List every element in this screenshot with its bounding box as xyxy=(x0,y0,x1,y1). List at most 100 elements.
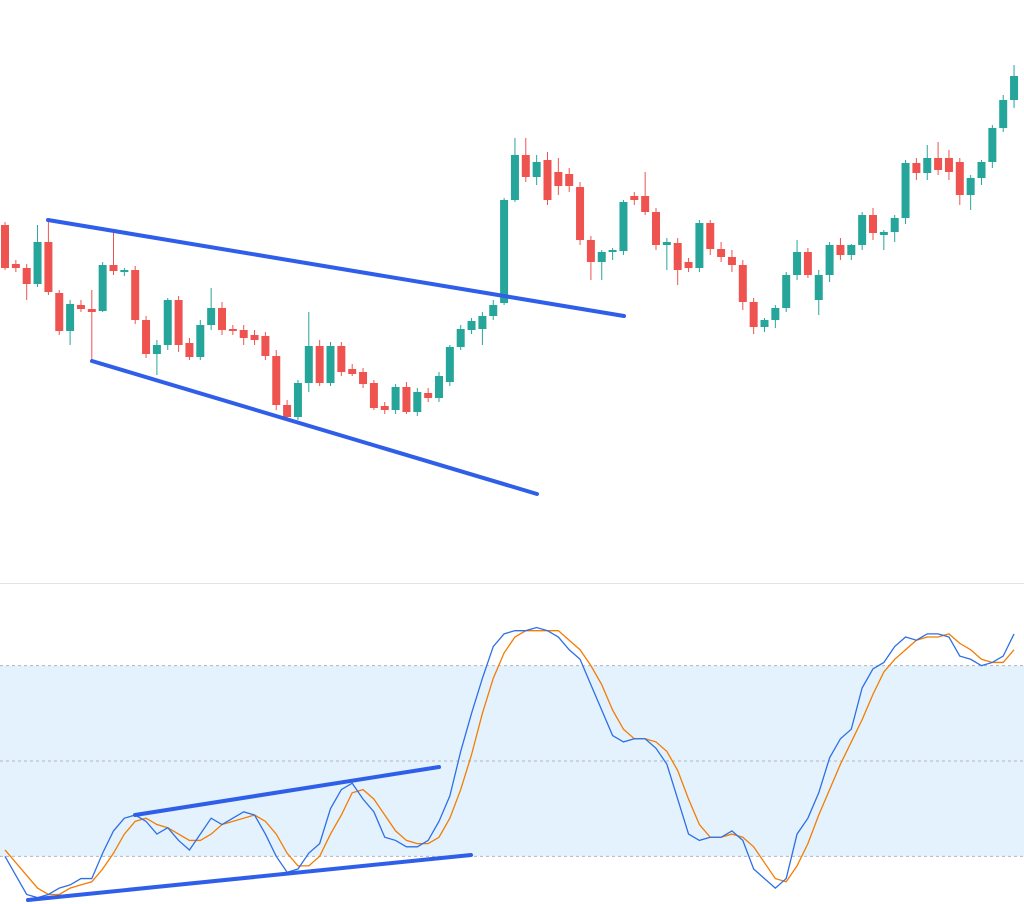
candle-body xyxy=(966,178,975,195)
candle-body xyxy=(55,293,64,331)
candle-body xyxy=(521,155,530,177)
candle-body xyxy=(174,300,183,345)
candle-body xyxy=(467,321,476,330)
candle-body xyxy=(369,383,378,408)
candle-body xyxy=(749,302,758,327)
candle-body xyxy=(858,215,867,245)
candle-body xyxy=(445,347,454,382)
candle-body xyxy=(999,100,1008,128)
candle-body xyxy=(283,405,292,417)
candle-body xyxy=(304,346,313,383)
candle-body xyxy=(152,345,161,354)
candle-body xyxy=(142,320,151,354)
trendline xyxy=(133,765,441,817)
candle-body xyxy=(478,316,487,329)
candle-body xyxy=(510,155,519,200)
candle-body xyxy=(109,265,118,271)
candle-body xyxy=(196,325,205,357)
candle-body xyxy=(934,158,943,170)
candle-body xyxy=(22,268,31,284)
candle-body xyxy=(825,245,834,275)
candle-body xyxy=(163,300,172,345)
candle-body xyxy=(955,162,964,195)
candle-body xyxy=(272,356,281,405)
candle-body xyxy=(608,250,617,252)
candle-body xyxy=(293,383,302,417)
candle-body xyxy=(424,393,433,398)
candle-body xyxy=(391,387,400,410)
oscillator-line xyxy=(4,630,1015,896)
candle-body xyxy=(814,275,823,300)
candle-body xyxy=(652,212,660,245)
candle-body xyxy=(944,158,953,172)
candle-body xyxy=(380,406,389,410)
candle-body xyxy=(33,242,42,284)
candle-body xyxy=(98,265,107,311)
candle-body xyxy=(532,162,541,177)
candle-body xyxy=(185,343,194,357)
oscillator-line xyxy=(4,626,1015,899)
candle-body xyxy=(250,335,259,340)
trendline xyxy=(26,853,473,902)
candle-body xyxy=(500,200,509,303)
candle-body xyxy=(337,346,346,372)
candle-body xyxy=(315,346,324,383)
candle-body xyxy=(630,196,639,200)
candle-body xyxy=(435,376,443,398)
trendline xyxy=(90,359,539,496)
candle-body xyxy=(554,172,563,186)
candle-body xyxy=(662,242,671,245)
candle-body xyxy=(76,305,85,309)
candle-body xyxy=(1,225,9,268)
candle-body xyxy=(695,223,704,268)
candle-body xyxy=(207,308,216,325)
candle-body xyxy=(597,252,606,262)
candle-body xyxy=(131,270,140,320)
candle-body xyxy=(717,249,726,257)
candle-body xyxy=(413,392,422,412)
candle-body xyxy=(836,245,845,255)
candle-body xyxy=(87,309,96,312)
candle-body xyxy=(261,336,270,356)
candle-body xyxy=(869,215,877,233)
candle-body xyxy=(727,257,736,265)
candle-body xyxy=(923,158,932,173)
candle-body xyxy=(901,163,910,218)
candle-body xyxy=(44,242,53,292)
oscillator-panel xyxy=(0,626,1024,899)
price-panel xyxy=(1,65,1019,420)
candle-body xyxy=(890,218,899,232)
candle-body xyxy=(793,252,802,275)
candle-body xyxy=(239,330,248,338)
candle-body xyxy=(706,223,715,249)
candle-body xyxy=(11,264,20,268)
candle-body xyxy=(673,243,682,270)
candle-body xyxy=(684,262,693,268)
candle-body xyxy=(348,369,357,374)
candle-body xyxy=(402,387,411,412)
trendline xyxy=(46,218,626,318)
candle-body xyxy=(218,308,226,330)
candle-body xyxy=(760,320,769,327)
candle-body xyxy=(641,196,650,212)
candle-body xyxy=(988,128,997,162)
candle-body xyxy=(576,187,585,240)
candle-body xyxy=(847,245,856,255)
candle-body xyxy=(912,163,921,173)
candle-body xyxy=(1010,76,1019,100)
candle-body xyxy=(120,270,129,272)
candle-body xyxy=(619,202,628,251)
trendlines xyxy=(26,218,626,902)
candle-body xyxy=(565,174,574,186)
candle-body xyxy=(359,372,368,384)
candle-body xyxy=(489,305,498,316)
candle-body xyxy=(456,329,465,347)
candle-body xyxy=(326,346,335,383)
candle-body xyxy=(228,329,237,331)
candle-body xyxy=(782,275,791,308)
candle-body xyxy=(977,162,986,178)
candle-body xyxy=(738,265,747,302)
candle-body xyxy=(543,160,552,200)
candle-body xyxy=(803,252,812,275)
